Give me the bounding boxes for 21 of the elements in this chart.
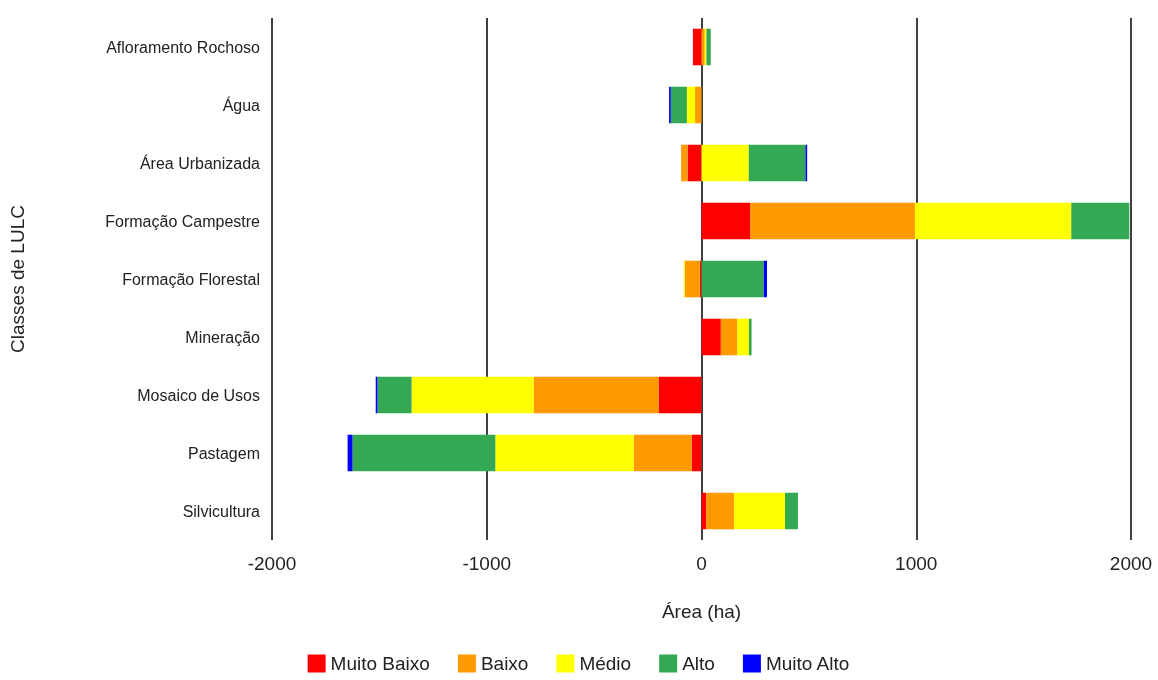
legend-label: Baixo — [480, 653, 529, 674]
y-axis-title: Classes de LULC — [7, 205, 28, 353]
legend-label: Muito Alto — [765, 653, 850, 674]
y-tick-label: Afloramento Rochoso — [106, 38, 261, 56]
legend-label: Médio — [579, 653, 632, 674]
y-tick-label: Silvicultura — [182, 502, 261, 520]
x-tick-label: -1000 — [462, 553, 512, 574]
y-tick-label: Pastagem — [187, 444, 260, 462]
y-tick-label: Formação Florestal — [122, 270, 260, 288]
y-tick-label: Área Urbanizada — [139, 153, 261, 172]
legend-label: Alto — [682, 653, 715, 674]
y-tick-label: Água — [222, 95, 261, 114]
x-tick-label: 0 — [696, 553, 707, 574]
x-tick-label: 2000 — [1109, 553, 1153, 574]
legend-label: Muito Baixo — [330, 653, 430, 674]
y-tick-label: Mosaico de Usos — [137, 386, 260, 404]
x-axis-title: Área (ha) — [661, 601, 742, 622]
x-tick-label: -2000 — [247, 553, 297, 574]
y-tick-label: Mineração — [185, 328, 261, 346]
x-tick-label: 1000 — [895, 553, 938, 574]
y-tick-label: Formação Campestre — [105, 212, 261, 230]
